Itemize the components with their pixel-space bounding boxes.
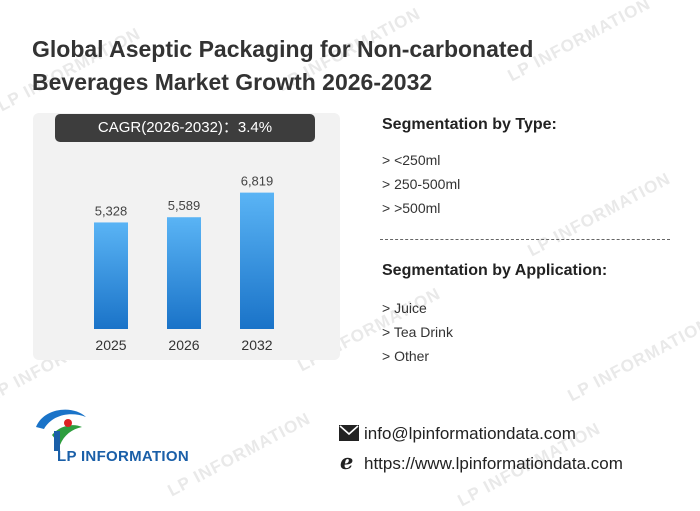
title-line-1: Global Aseptic Packaging for Non-carbona… [32,36,534,62]
bar-2026 [167,217,201,329]
type-item: > <250ml [382,152,441,168]
browser-e-icon: e [340,452,353,472]
application-item: > Juice [382,300,427,316]
page-title: Global Aseptic Packaging for Non-carbona… [32,33,632,99]
segmentation-application-title: Segmentation by Application: [382,262,608,279]
value-label-2026: 5,589 [168,198,201,213]
logo-text: LP INFORMATION [57,448,189,465]
value-label-2032: 6,819 [241,174,274,189]
email-link[interactable]: info@lpinformationdata.com [364,424,576,443]
application-item: > Other [382,348,430,364]
bar-chart: 5,328 2025 5,589 2026 6,819 2032 [94,174,274,353]
bar-2025 [94,222,128,329]
bar-2032 [240,192,274,329]
svg-text:e: e [340,452,353,472]
lp-logo-icon [36,409,86,451]
section-divider [380,239,670,240]
website-link[interactable]: https://www.lpinformationdata.com [364,454,623,473]
value-label-2025: 5,328 [95,203,128,218]
type-item: > 250-500ml [382,176,461,192]
x-tick-label-2026: 2026 [168,337,199,353]
type-item: > >500ml [382,200,441,216]
application-item: > Tea Drink [382,324,453,340]
segmentation-type-title: Segmentation by Type: [382,116,557,133]
x-tick-label-2025: 2025 [95,337,126,353]
x-tick-label-2032: 2032 [241,337,272,353]
title-line-2: Beverages Market Growth 2026-2032 [32,69,433,95]
watermark-text: LP INFORMATION [564,313,700,406]
watermark-text: LP INFORMATION [524,168,674,261]
envelope-icon [339,425,359,441]
cagr-badge: CAGR(2026-2032)：3.4% [55,114,315,142]
